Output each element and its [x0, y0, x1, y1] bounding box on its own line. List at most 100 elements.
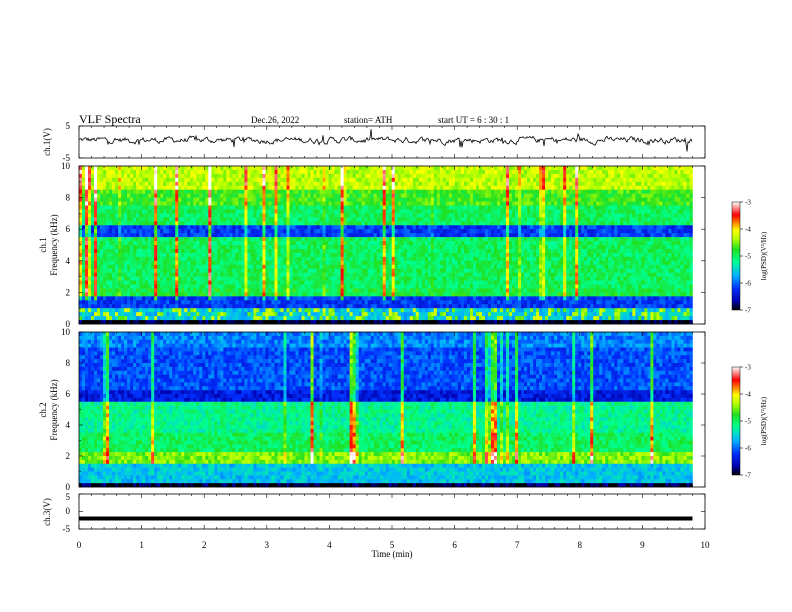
- spectrogram-cell: [109, 260, 113, 266]
- spectrogram-cell: [181, 320, 185, 325]
- spectrogram-cell: [439, 217, 444, 222]
- spectrogram-cell: [139, 256, 143, 262]
- spectrogram-cell: [307, 237, 311, 242]
- spectrogram-cell: [310, 177, 314, 183]
- spectrogram-cell: [283, 166, 287, 171]
- spectrogram-cell: [367, 308, 372, 313]
- spectrogram-cell: [235, 288, 239, 293]
- spectrogram-cell: [397, 272, 402, 277]
- spectrogram-cell: [451, 213, 456, 218]
- spectrogram-cell: [394, 229, 399, 234]
- spectrogram-cell: [400, 181, 405, 187]
- spectrogram-cell: [247, 256, 251, 262]
- spectrogram-cell: [415, 221, 420, 226]
- spectrogram-cell: [103, 292, 107, 297]
- spectrogram-cell: [172, 248, 176, 254]
- spectrogram-cell: [346, 177, 350, 183]
- spectrogram-cell: [304, 276, 308, 281]
- spectrogram-cell: [109, 221, 113, 226]
- spectrogram-cell: [244, 217, 248, 222]
- spectrogram-cell: [325, 308, 329, 313]
- spectrogram-cell: [148, 166, 152, 171]
- spectrogram-cell: [82, 166, 86, 171]
- spectrogram-cell: [253, 264, 257, 269]
- spectrogram-cell: [379, 308, 384, 313]
- spectrogram-cell: [169, 185, 173, 190]
- spectrogram-cell: [196, 276, 200, 281]
- spectrogram-cell: [190, 304, 194, 309]
- spectrogram-cell: [379, 233, 384, 238]
- spectrogram-cell: [283, 316, 287, 321]
- spectrogram-cell: [193, 221, 197, 226]
- spectrogram-cell: [394, 284, 399, 289]
- spectrogram-cell: [400, 237, 405, 242]
- spectrogram-cell: [301, 304, 305, 309]
- spectrogram-cell: [235, 189, 239, 194]
- spectrogram-cell: [79, 241, 83, 246]
- spectrogram-cell: [304, 312, 308, 317]
- spectrogram-cell: [292, 252, 296, 258]
- spectrogram-cell: [430, 169, 435, 175]
- spectrogram-cell: [331, 241, 335, 246]
- spectrogram-cell: [385, 272, 390, 277]
- spectrogram-cell: [361, 205, 365, 210]
- spectrogram-cell: [343, 197, 347, 202]
- spectrogram-cell: [337, 312, 341, 317]
- spectrogram-cell: [442, 288, 447, 293]
- spectrogram-cell: [148, 276, 152, 281]
- spectrogram-cell: [184, 245, 188, 250]
- start-time-label: start UT = 6 : 30 : 1: [438, 115, 509, 125]
- spectrogram-cell: [244, 233, 248, 238]
- spectrogram-cell: [358, 166, 362, 171]
- spectrogram-cell: [235, 276, 239, 281]
- spectrogram-cell: [187, 260, 191, 266]
- spectrogram-cell: [217, 248, 221, 254]
- spectrogram-cell: [103, 248, 107, 254]
- spectrogram-cell: [430, 280, 435, 285]
- spectrogram-cell: [409, 284, 414, 289]
- spectrogram-cell: [208, 185, 212, 190]
- spectrogram-cell: [352, 268, 356, 273]
- spectrogram-cell: [229, 205, 233, 210]
- spectrogram-cell: [319, 221, 323, 226]
- spectrogram-cell: [235, 221, 239, 226]
- spectrogram-cell: [289, 173, 293, 179]
- spectrogram-cell: [400, 308, 405, 313]
- spectrogram-cell: [103, 312, 107, 317]
- spectrogram-cell: [118, 308, 122, 313]
- spectrogram-cell: [97, 169, 101, 175]
- spectrogram-cell: [151, 185, 155, 190]
- spectrogram-cell: [211, 193, 215, 198]
- spectrogram-cell: [391, 177, 396, 183]
- spectrogram-cell: [379, 177, 384, 183]
- spectrogram-cell: [373, 260, 378, 266]
- spectrogram-cell: [130, 241, 134, 246]
- spectrogram-cell: [235, 272, 239, 277]
- spectrogram-cell: [190, 209, 194, 214]
- spectrogram-cell: [445, 233, 450, 238]
- spectrogram-cell: [205, 268, 209, 273]
- spectrogram-cell: [262, 312, 266, 317]
- spectrogram-cell: [340, 245, 344, 250]
- spectrogram-cell: [310, 296, 314, 301]
- spectrogram-cell: [373, 272, 378, 277]
- spectrogram-cell: [370, 284, 375, 289]
- spectrogram-cell: [250, 308, 254, 313]
- spectrogram-cell: [172, 308, 176, 313]
- spectrogram-cell: [421, 288, 426, 293]
- spectrogram-cell: [286, 268, 290, 273]
- spectrogram-cell: [175, 241, 179, 246]
- spectrogram-cell: [349, 225, 353, 230]
- spectrogram-cell: [337, 292, 341, 297]
- spectrogram-cell: [370, 248, 375, 254]
- spectrogram-cell: [271, 260, 275, 266]
- spectrogram-cell: [361, 213, 365, 218]
- spectrogram-cell: [181, 201, 185, 206]
- spectrogram-cell: [217, 169, 221, 175]
- spectrogram-cell: [388, 316, 393, 321]
- spectrogram-cell: [160, 252, 164, 258]
- spectrogram-cell: [154, 173, 158, 179]
- spectrogram-cell: [292, 272, 296, 277]
- spectrogram-cell: [391, 248, 396, 254]
- spectrogram-cell: [133, 233, 137, 238]
